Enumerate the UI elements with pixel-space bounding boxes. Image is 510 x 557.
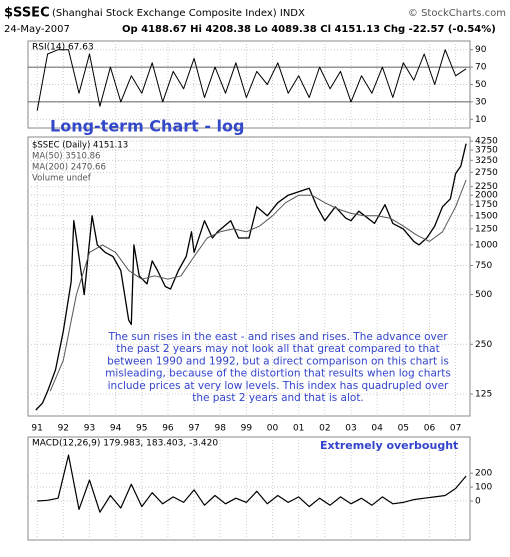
x-tick-label: 94 xyxy=(110,424,122,434)
y-tick-label: 0 xyxy=(475,497,481,507)
panel-label: RSI(14) 67.63 xyxy=(32,43,94,53)
y-tick-label: 2000 xyxy=(475,191,498,201)
y-tick-label: 3250 xyxy=(475,156,498,166)
annotation-title: Long-term Chart - log xyxy=(50,117,244,136)
y-tick-label: 3750 xyxy=(475,146,498,156)
y-tick-label: 1250 xyxy=(475,224,498,234)
panel-label: MACD(12,26,9) 179.983, 183.403, -3.420 xyxy=(32,439,218,449)
annotation-text: Extremely overbought xyxy=(320,439,458,452)
y-tick-label: 750 xyxy=(475,261,492,271)
x-tick-label: 05 xyxy=(398,424,409,434)
legend-entry: Volume undef xyxy=(32,174,92,184)
x-tick-label: 99 xyxy=(241,424,253,434)
y-tick-label: 50 xyxy=(475,80,487,90)
y-tick-label: 200 xyxy=(475,469,492,479)
y-tick-label: 100 xyxy=(475,483,492,493)
y-tick-label: 10 xyxy=(475,115,487,125)
x-tick-label: 98 xyxy=(215,424,227,434)
annotation-text: misleading, because of the distortion th… xyxy=(105,368,451,380)
x-tick-label: 01 xyxy=(293,424,304,434)
y-tick-label: 1750 xyxy=(475,200,498,210)
quote: Op 4188.67 Hi 4208.38 Lo 4089.38 Cl 4151… xyxy=(122,24,496,35)
legend-entry: MA(200) 2470.66 xyxy=(32,163,106,173)
x-tick-label: 97 xyxy=(188,424,199,434)
y-tick-label: 4250 xyxy=(475,137,498,147)
annotation-text: between 1990 and 1992, but a direct comp… xyxy=(107,355,449,367)
panel xyxy=(27,436,471,541)
x-tick-label: 92 xyxy=(58,424,69,434)
annotation-text: the past 2 years and that is alot. xyxy=(192,392,364,404)
panel xyxy=(27,136,471,417)
x-tick-label: 06 xyxy=(424,424,436,434)
x-tick-label: 95 xyxy=(136,424,147,434)
x-tick-label: 93 xyxy=(84,424,95,434)
legend-entry: $SSEC (Daily) 4151.13 xyxy=(32,141,128,151)
y-tick-label: 500 xyxy=(475,290,492,300)
y-tick-label: 1500 xyxy=(475,211,498,221)
y-tick-label: 30 xyxy=(475,97,487,107)
series-line xyxy=(37,454,467,513)
x-tick-label: 03 xyxy=(345,424,356,434)
y-tick-label: 250 xyxy=(475,340,492,350)
series-line xyxy=(35,143,467,411)
date: 24-May-2007 xyxy=(4,24,70,35)
y-tick-label: 1000 xyxy=(475,240,498,250)
y-tick-label: 2250 xyxy=(475,182,498,192)
annotation-text: The sun rises in the east - and rises an… xyxy=(107,331,448,343)
annotation-text: the past 2 years may not look all that g… xyxy=(116,343,439,355)
legend-entry: MA(50) 3510.86 xyxy=(32,152,100,162)
x-tick-label: 04 xyxy=(371,424,383,434)
y-tick-label: 90 xyxy=(475,45,487,55)
series-line xyxy=(36,49,467,111)
index-name: (Shanghai Stock Exchange Composite Index… xyxy=(52,8,305,19)
x-tick-label: 07 xyxy=(450,424,461,434)
y-tick-label: 2750 xyxy=(475,168,498,178)
source: © StockCharts.com xyxy=(408,8,506,19)
x-tick-label: 02 xyxy=(319,424,330,434)
x-tick-label: 00 xyxy=(267,424,279,434)
x-tick-label: 91 xyxy=(31,424,42,434)
y-tick-label: 125 xyxy=(475,390,492,400)
series-line xyxy=(49,179,467,392)
annotation-text: include prices at very low levels. This … xyxy=(108,380,449,392)
y-tick-label: 70 xyxy=(475,63,487,73)
symbol: $SSEC xyxy=(4,6,50,21)
x-tick-label: 96 xyxy=(162,424,174,434)
